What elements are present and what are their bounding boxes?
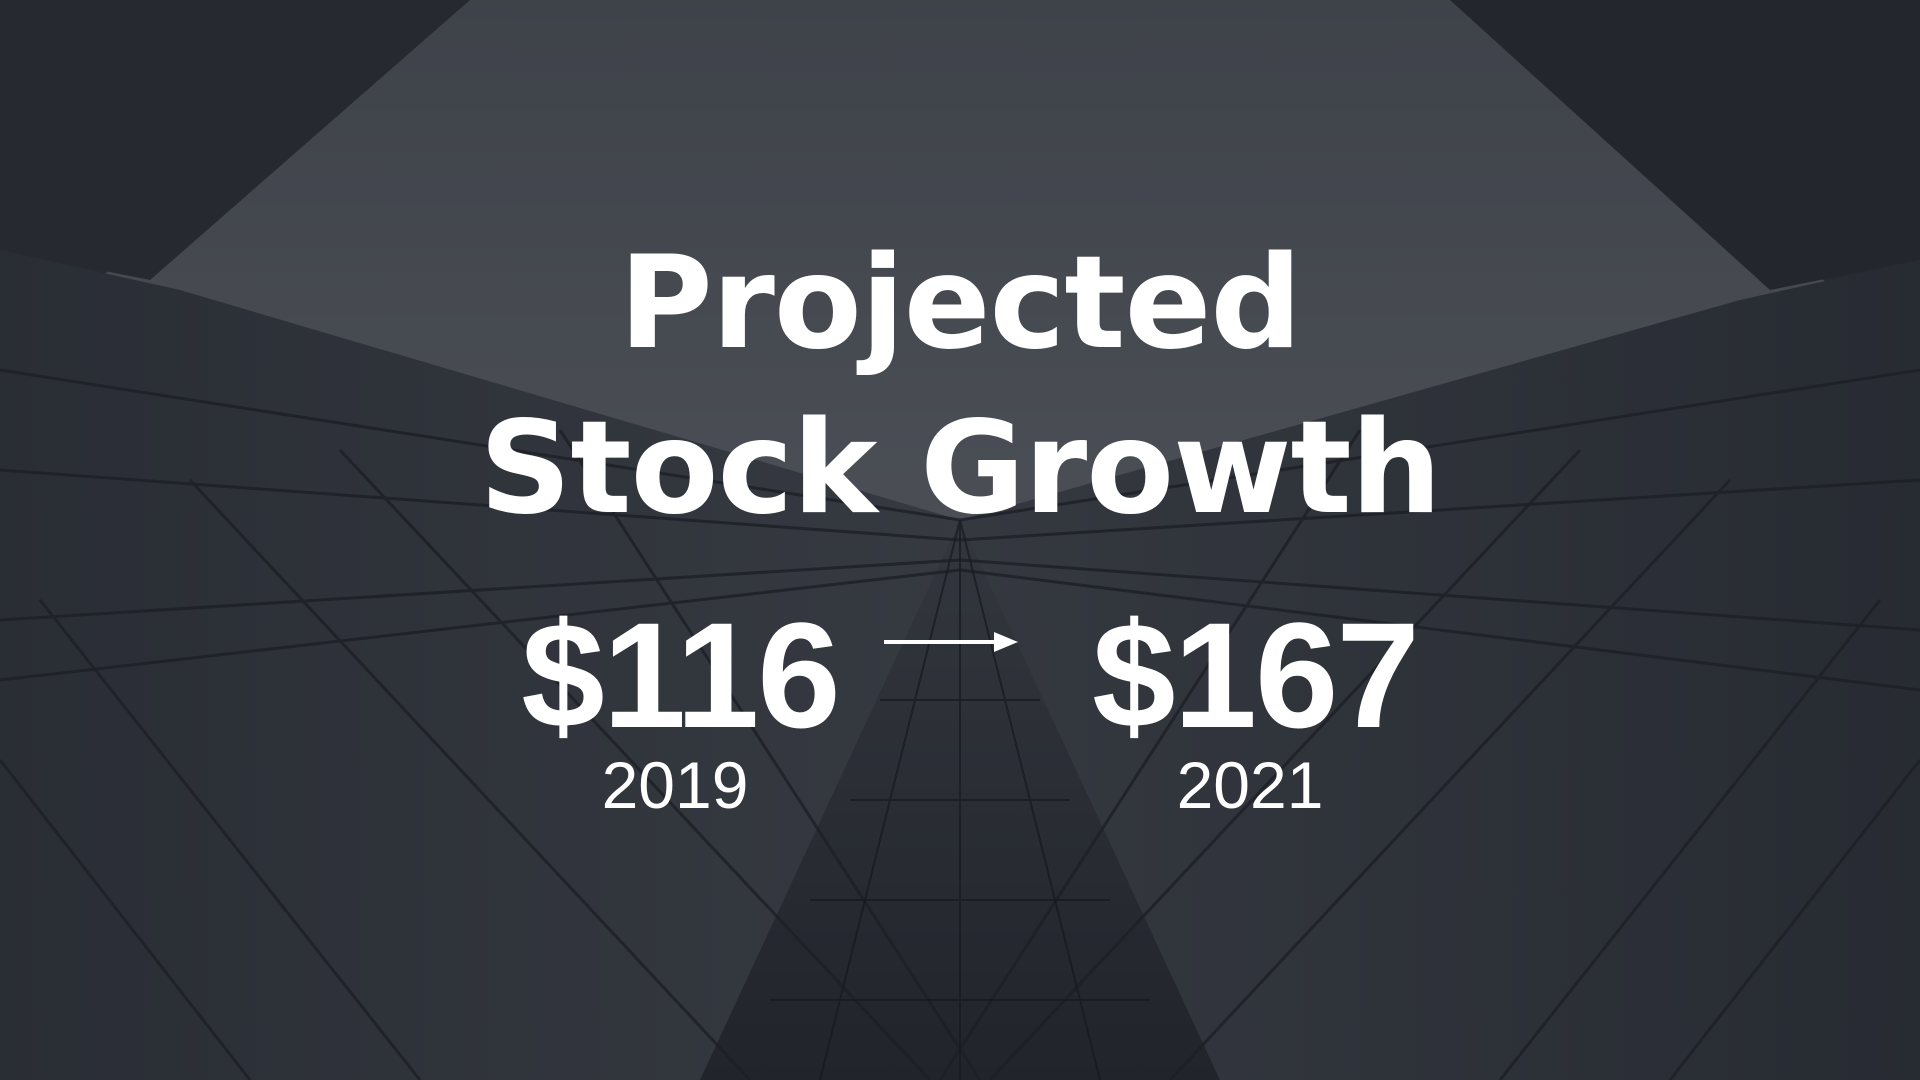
end-year: 2021 — [1176, 748, 1324, 822]
end-price: $167 — [1092, 591, 1420, 759]
slide-title-line-1: Projected — [618, 229, 1302, 378]
start-price: $116 — [521, 591, 840, 759]
right-arrow-icon — [884, 632, 1018, 652]
slide-title-line-2: Stock Growth — [479, 394, 1442, 543]
start-year: 2019 — [601, 748, 749, 822]
